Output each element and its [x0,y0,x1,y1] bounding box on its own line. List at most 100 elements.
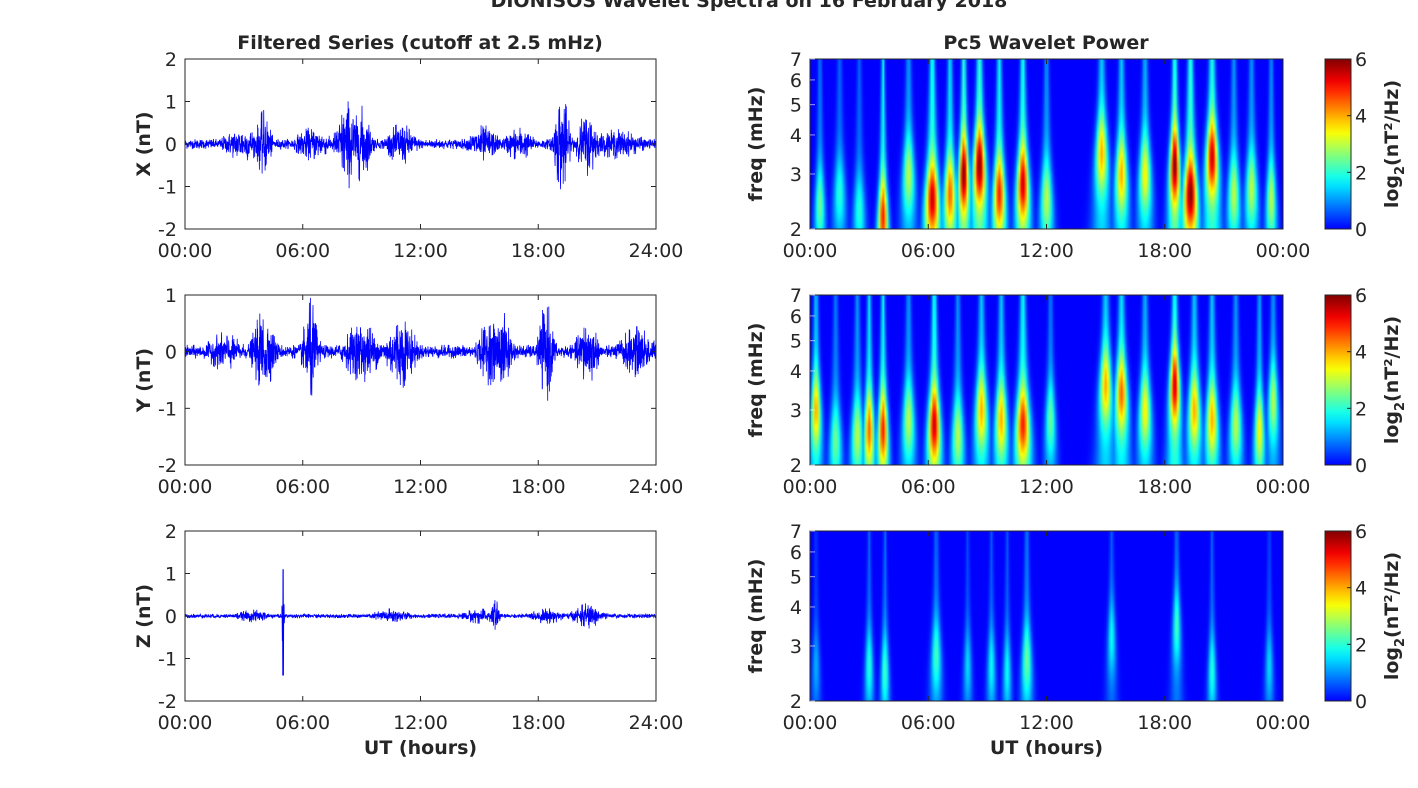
x-wavelet-y-tick-label: 3 [790,164,802,186]
x-series-y-tick-label: 1 [165,92,177,114]
y-series-y-tick-label: -1 [158,398,177,420]
y-wavelet-x-tick-label: 00:00 [783,476,838,498]
z-wavelet-y-tick-label: 3 [790,636,802,658]
z-series-x-tick-label: 06:00 [275,712,330,734]
y-series-y-tick-label: -2 [158,455,177,477]
y-wavelet-colorbar-tick-label: 0 [1355,455,1367,477]
z-series-x-tick-label: 12:00 [393,712,448,734]
z-wavelet-x-tick-label: 00:00 [1256,712,1311,734]
z-wavelet-y-tick-label: 4 [790,597,802,619]
y-wavelet-x-tick-label: 00:00 [1256,476,1311,498]
x-wavelet-power-heatmap [810,59,1283,229]
label-part: (nT²/Hz) [1381,80,1403,166]
y-series-x-tick-label: 18:00 [511,476,566,498]
x-wavelet-y-tick-label: 6 [790,70,802,92]
z-wavelet-y-tick-label: 5 [790,567,802,589]
z-wavelet-x-tick-label: 00:00 [783,712,838,734]
y-series-y-tick-label: 0 [165,342,177,364]
y-series-x-tick-label: 06:00 [275,476,330,498]
label-part: log [1381,175,1403,208]
y-wavelet-y-tick-label: 2 [790,455,802,477]
z-wavelet-colorbar [1324,530,1352,702]
y-wavelet-y-axis-label: freq (mHz) [745,323,767,438]
y-wavelet-colorbar-tick-label: 2 [1355,398,1367,420]
x-wavelet-x-tick-label: 06:00 [901,240,956,262]
z-wavelet-colorbar-tick-label: 0 [1355,691,1367,713]
z-wavelet-x-tick-label: 12:00 [1019,712,1074,734]
x-series-y-axis-label: X (nT) [133,111,155,176]
z-wavelet-colorbar-tick-label: 4 [1355,578,1367,600]
label-part: log [1381,647,1403,680]
z-series-y-tick-label: -2 [158,691,177,713]
y-wavelet-y-tick-label: 3 [790,400,802,422]
z-wavelet-y-tick-label: 7 [790,521,802,543]
x-wavelet-colorbar-tick-label: 0 [1355,219,1367,241]
label-part: log [1381,411,1403,444]
x-series-series-line [185,101,656,190]
x-wavelet-colorbar-tick-label: 6 [1355,49,1367,71]
z-wavelet-x-tick-label: 06:00 [901,712,956,734]
z-series-series-line [185,569,656,676]
x-wavelet-y-axis-label: freq (mHz) [745,87,767,202]
z-wavelet-y-tick-label: 2 [790,691,802,713]
x-wavelet-x-tick-label: 12:00 [1019,240,1074,262]
z-series-x-tick-label: 24:00 [629,712,684,734]
x-wavelet-colorbar-tick-label: 2 [1355,162,1367,184]
x-wavelet-colorbar-label: log2(nT²/Hz) [1381,80,1408,208]
label-subscript: 2 [1393,166,1408,175]
z-series-y-tick-label: 2 [165,521,177,543]
x-series-x-tick-label: 06:00 [275,240,330,262]
x-series-x-tick-label: 24:00 [629,240,684,262]
y-series-x-tick-label: 24:00 [629,476,684,498]
z-series-x-tick-label: 18:00 [511,712,566,734]
y-series-series-line [185,297,656,401]
z-wavelet-x-tick-label: 18:00 [1137,712,1192,734]
y-wavelet-y-tick-label: 4 [790,361,802,383]
z-series-x-axis-label: UT (hours) [364,737,477,759]
y-wavelet-y-tick-label: 6 [790,306,802,328]
label-part: (nT²/Hz) [1381,316,1403,402]
z-series-y-tick-label: 1 [165,564,177,586]
z-wavelet-colorbar-label: log2(nT²/Hz) [1381,552,1408,680]
x-series-y-tick-label: 2 [165,49,177,71]
y-wavelet-y-tick-label: 7 [790,285,802,307]
y-series-y-tick-label: 1 [165,285,177,307]
x-series-x-tick-label: 12:00 [393,240,448,262]
z-wavelet-y-axis-label: freq (mHz) [745,559,767,674]
z-series-y-tick-label: -1 [158,649,177,671]
x-wavelet-colorbar-tick-label: 4 [1355,106,1367,128]
x-wavelet-y-tick-label: 5 [790,95,802,117]
x-wavelet-y-tick-label: 2 [790,219,802,241]
z-wavelet-x-axis-label: UT (hours) [990,737,1103,759]
x-wavelet-x-tick-label: 00:00 [783,240,838,262]
label-part: (nT²/Hz) [1381,552,1403,638]
x-wavelet-x-tick-label: 18:00 [1137,240,1192,262]
right-column-title: Pc5 Wavelet Power [943,32,1149,54]
z-wavelet-colorbar-tick-label: 2 [1355,634,1367,656]
y-wavelet-colorbar-tick-label: 4 [1355,342,1367,364]
x-wavelet-y-tick-label: 4 [790,125,802,147]
x-series-y-tick-label: -2 [158,219,177,241]
y-wavelet-x-tick-label: 18:00 [1137,476,1192,498]
z-wavelet-power-heatmap [810,531,1283,701]
y-wavelet-colorbar-tick-label: 6 [1355,285,1367,307]
y-wavelet-y-tick-label: 5 [790,331,802,353]
x-series-x-tick-label: 00:00 [158,240,213,262]
x-series-y-tick-label: -1 [158,177,177,199]
label-subscript: 2 [1393,638,1408,647]
label-subscript: 2 [1393,402,1408,411]
z-wavelet-y-tick-label: 6 [790,542,802,564]
x-wavelet-y-tick-label: 7 [790,49,802,71]
y-series-x-tick-label: 12:00 [393,476,448,498]
z-wavelet-colorbar-tick-label: 6 [1355,521,1367,543]
x-wavelet-colorbar [1324,58,1352,230]
y-wavelet-x-tick-label: 06:00 [901,476,956,498]
x-wavelet-x-tick-label: 00:00 [1256,240,1311,262]
y-series-y-axis-label: Y (nT) [133,348,155,413]
y-wavelet-colorbar [1324,294,1352,466]
x-series-x-tick-label: 18:00 [511,240,566,262]
y-wavelet-x-tick-label: 12:00 [1019,476,1074,498]
y-wavelet-power-heatmap [810,295,1283,465]
y-series-x-tick-label: 00:00 [158,476,213,498]
x-series-y-tick-label: 0 [165,134,177,156]
